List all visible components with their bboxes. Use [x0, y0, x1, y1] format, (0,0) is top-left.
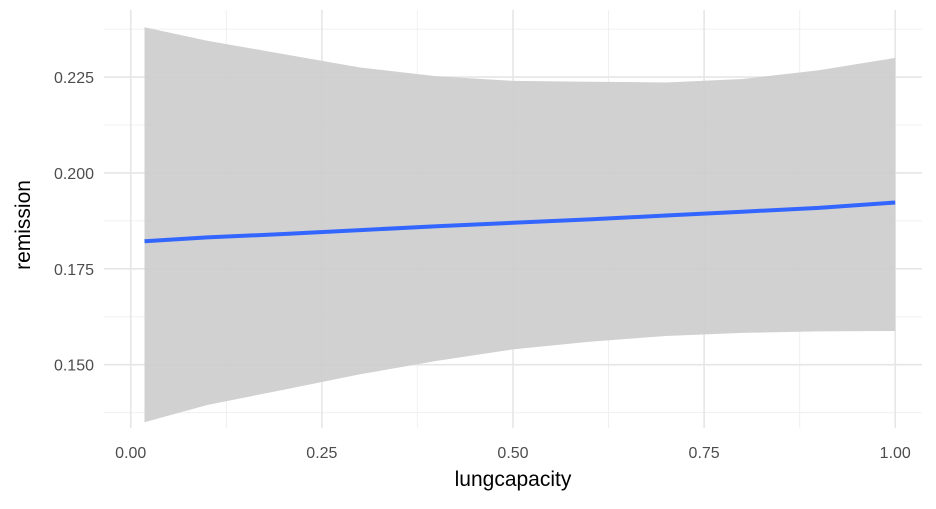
trend-line	[144, 200, 896, 244]
y-tick-label: 0.150	[54, 358, 94, 375]
tick-labels: 0.00 0.25 0.50 0.75 1.00 0.150 0.175 0.200 0.225	[54, 70, 911, 462]
confidence-band-layer	[144, 27, 896, 423]
trend-line-layer	[144, 200, 896, 244]
x-tick-label: 0.00	[115, 445, 146, 462]
y-tick-label: 0.200	[54, 166, 94, 183]
y-axis-title: remission	[12, 180, 35, 270]
x-tick-label: 0.75	[689, 445, 720, 462]
y-tick-label: 0.175	[54, 262, 94, 279]
y-tick-label: 0.225	[54, 70, 94, 87]
confidence-band	[144, 27, 896, 423]
x-tick-label: 0.25	[306, 445, 337, 462]
x-tick-label: 1.00	[880, 445, 911, 462]
x-tick-label: 0.50	[497, 445, 528, 462]
x-axis-title: lungcapacity	[455, 468, 572, 491]
